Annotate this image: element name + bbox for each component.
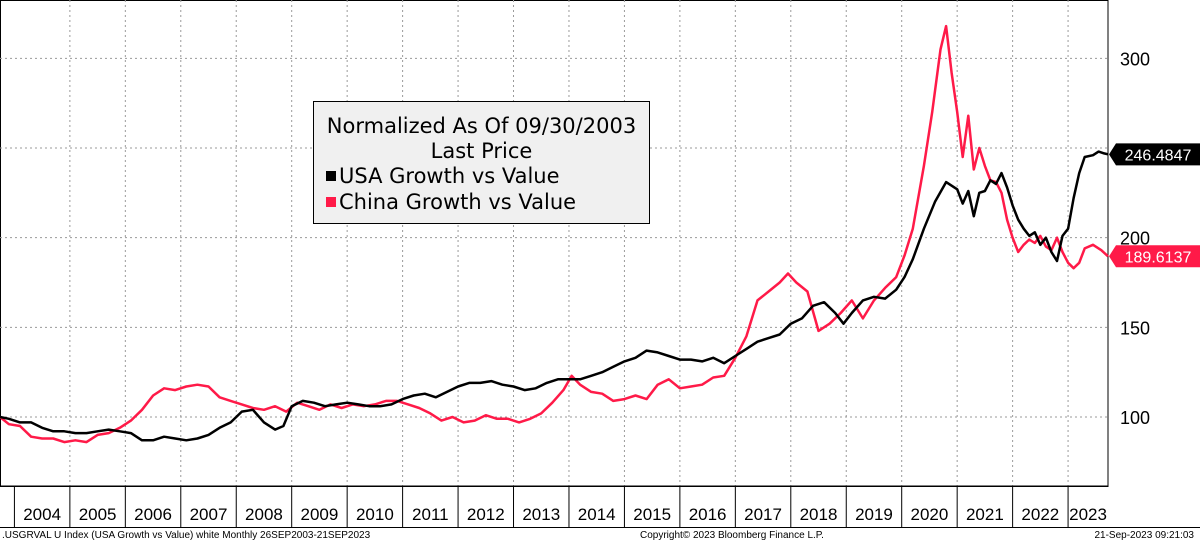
last-value-label-china: 189.6137: [1125, 249, 1192, 266]
x-tick-label: 2019: [855, 505, 893, 524]
chart-subtitle: Last Price: [430, 139, 533, 163]
x-tick-label: 2020: [911, 505, 949, 524]
x-tick-label: 2016: [689, 505, 727, 524]
legend-item-china: China Growth vs Value: [326, 190, 661, 214]
y-tick-label: 150: [1120, 318, 1150, 338]
chart-title: Normalized As Of 09/30/2003: [326, 114, 637, 138]
y-tick-label: 100: [1120, 408, 1150, 428]
last-value-tag-usa: [1109, 143, 1200, 166]
footer-copyright: Copyright© 2023 Bloomberg Finance L.P.: [640, 530, 824, 541]
x-tick-label: 2011: [412, 505, 449, 524]
x-tick-label: 2013: [522, 505, 560, 524]
chart-legend: Normalized As Of 09/30/2003 Last Price U…: [313, 101, 650, 224]
x-tick-label: 2006: [134, 505, 172, 524]
plot-frame: [0, 0, 1109, 487]
legend-label-usa: USA Growth vs Value: [339, 164, 560, 188]
x-tick-label: 2008: [245, 505, 283, 524]
x-tick-label: 2004: [23, 505, 61, 524]
x-tick-label: 2012: [467, 505, 505, 524]
x-tick-label: 2007: [190, 505, 228, 524]
y-tick-label: 200: [1120, 229, 1150, 249]
x-tick-label: 2014: [578, 505, 616, 524]
x-tick-label: 2018: [800, 505, 838, 524]
last-value-tag-china: [1109, 245, 1200, 268]
y-tick-label: 300: [1120, 49, 1150, 69]
x-tick-label: 2017: [744, 505, 782, 524]
series-line-usa: [0, 150, 1109, 442]
x-tick-label: 2023: [1069, 505, 1107, 524]
x-tick-label: 2005: [79, 505, 117, 524]
legend-item-usa: USA Growth vs Value: [326, 164, 661, 188]
legend-label-china: China Growth vs Value: [339, 190, 577, 214]
footer-index-info: .USGRVAL U Index (USA Growth vs Value) w…: [2, 530, 371, 541]
legend-swatch-china: [326, 197, 336, 207]
legend-swatch-usa: [326, 171, 336, 181]
x-tick-label: 2010: [356, 505, 394, 524]
last-value-label-usa: 246.4847: [1125, 147, 1192, 164]
footer-timestamp: 21-Sep-2023 09:21:03: [1094, 530, 1194, 541]
x-tick-label: 2015: [633, 505, 671, 524]
x-tick-label: 2021: [966, 505, 1004, 524]
x-tick-label: 2022: [1021, 505, 1059, 524]
x-tick-label: 2009: [301, 505, 339, 524]
